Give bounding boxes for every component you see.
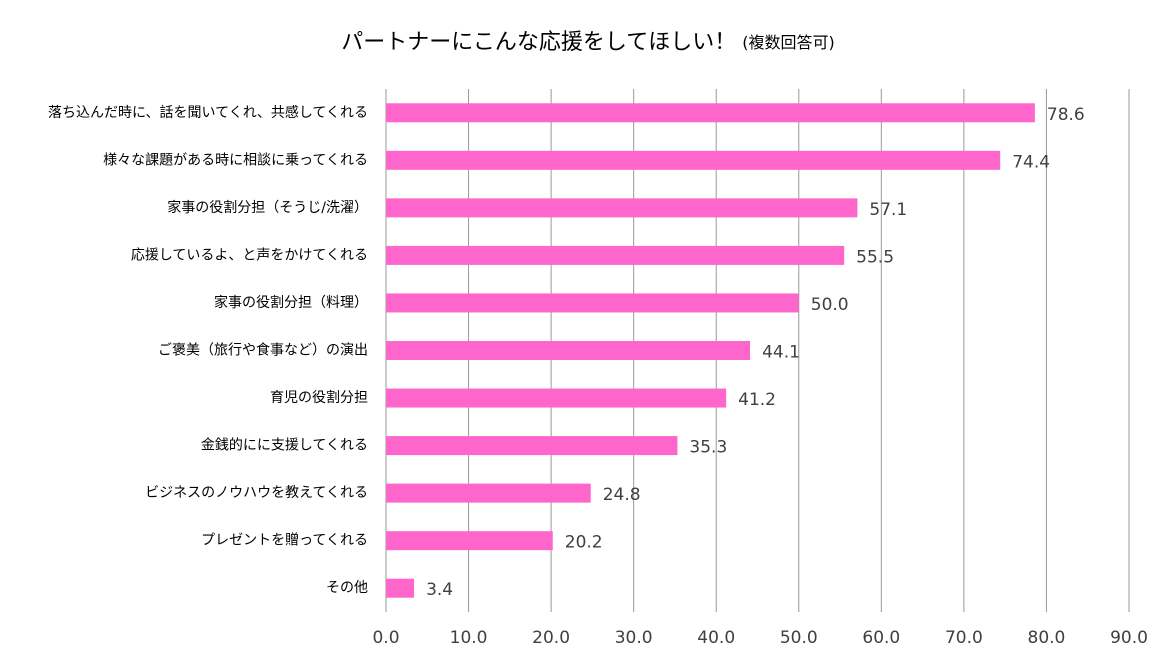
bar <box>386 531 553 551</box>
y-tick-label: 育児の役割分担 <box>270 389 368 406</box>
value-label: 44.1 <box>762 343 800 363</box>
x-tick-label: 80.0 <box>1028 628 1066 648</box>
bar <box>386 341 751 360</box>
bar <box>386 578 415 598</box>
y-tick-label: 金銭的にに支援してくれる <box>201 438 368 454</box>
value-label: 74.4 <box>1012 152 1050 172</box>
x-tick-label: 20.0 <box>532 628 570 648</box>
value-label: 35.3 <box>689 438 727 458</box>
x-tick-label: 50.0 <box>780 628 818 648</box>
chart-title: パートナーにこんな応援をしてほしい！ <box>341 30 736 55</box>
value-label: 78.6 <box>1047 105 1085 125</box>
x-tick-label: 0.0 <box>372 628 399 648</box>
chart-heading: パートナーにこんな応援をしてほしい！ (複数回答可) <box>341 30 834 55</box>
x-tick-label: 10.0 <box>450 628 488 648</box>
bar <box>386 483 591 503</box>
value-label: 3.4 <box>426 580 453 600</box>
value-label: 20.2 <box>565 533 603 553</box>
bar <box>386 245 845 265</box>
y-tick-label: その他 <box>326 580 368 596</box>
bar <box>386 436 678 456</box>
y-tick-label: 家事の役割分担（そうじ/洗濯） <box>167 199 368 216</box>
value-label: 55.5 <box>856 247 894 267</box>
x-tick-label: 60.0 <box>862 628 900 648</box>
x-tick-label: 90.0 <box>1110 628 1148 648</box>
y-tick-label: 応援しているよ、と声をかけてくれる <box>131 247 368 263</box>
x-tick-label: 40.0 <box>697 628 735 648</box>
y-tick-label: ビジネスのノウハウを教えてくれる <box>145 485 368 501</box>
value-label: 50.0 <box>811 295 849 315</box>
x-tick-label: 30.0 <box>615 628 653 648</box>
x-tick-label: 70.0 <box>945 628 983 648</box>
y-tick-label: プレゼントを贈ってくれる <box>201 533 368 549</box>
value-label: 24.8 <box>603 485 641 505</box>
chart-subtitle: (複数回答可) <box>742 33 835 52</box>
y-tick-label: ご褒美（旅行や食事など）の演出 <box>158 342 368 359</box>
bar <box>386 388 727 408</box>
bar <box>386 103 1035 123</box>
y-tick-label: 家事の役割分担（料理） <box>214 294 368 311</box>
bar <box>386 150 1001 170</box>
bar <box>386 198 858 218</box>
y-tick-label: 落ち込んだ時に、話を聞いてくれ、共感してくれる <box>48 104 368 121</box>
value-label: 41.2 <box>738 390 776 410</box>
value-label: 57.1 <box>869 200 907 220</box>
y-tick-label: 様々な課題がある時に相談に乗ってくれる <box>103 152 368 168</box>
bar <box>386 293 799 313</box>
